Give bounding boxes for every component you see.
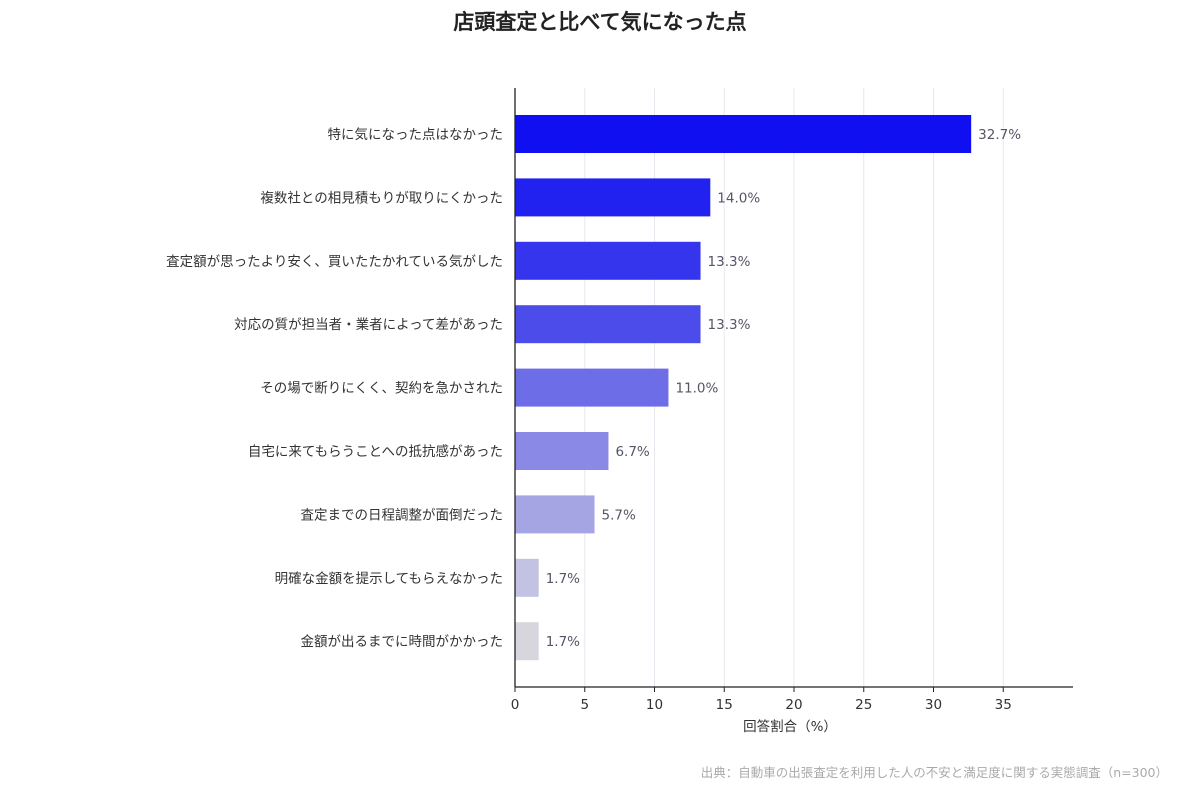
value-label-1: 32.7% <box>978 127 1021 143</box>
value-label-9: 1.7% <box>546 634 580 650</box>
category-label-2: 複数社との相見積もりが取りにくかった <box>260 189 503 206</box>
value-label-7: 5.7% <box>602 507 636 523</box>
x-tick-label-30: 30 <box>925 697 942 713</box>
x-tick-label-15: 15 <box>716 697 733 713</box>
bars <box>515 115 972 661</box>
value-label-3: 13.3% <box>708 254 751 270</box>
x-tick-label-20: 20 <box>785 697 802 713</box>
bar-9 <box>515 622 539 661</box>
bar-5 <box>515 368 669 407</box>
source-note: 出典：自動車の出張査定を利用した人の不安と満足度に関する実態調査（n=300） <box>701 765 1168 780</box>
bar-7 <box>515 495 595 534</box>
category-label-6: 自宅に来てもらうことへの抵抗感があった <box>248 443 503 460</box>
category-label-3: 査定額が思ったより安く、買いたたかれている気がした <box>166 254 503 270</box>
category-label-5: その場で断りにくく、契約を急かされた <box>260 381 503 397</box>
category-label-8: 明確な金額を提示してもらえなかった <box>275 571 503 587</box>
value-label-8: 1.7% <box>546 571 580 587</box>
bar-1 <box>515 115 972 153</box>
chart-title: 店頭査定と比べて気になった点 <box>453 10 746 34</box>
x-axis-title: 回答割合（%） <box>743 718 837 735</box>
x-tick-label-10: 10 <box>646 697 663 713</box>
x-tick-label-0: 0 <box>511 697 520 713</box>
labels: 特に気になった点はなかった 32.7% 複数社との相見積もりが取りにくかった 14.0… <box>166 127 1021 713</box>
axes <box>514 88 1073 692</box>
x-tick-label-5: 5 <box>580 697 589 713</box>
bar-2 <box>515 178 711 217</box>
bar-4 <box>515 305 701 344</box>
category-label-1: 特に気になった点はなかった <box>328 127 504 143</box>
category-label-9: 金額が出るまでに時間がかかった <box>301 634 504 650</box>
value-label-4: 13.3% <box>708 317 751 333</box>
value-label-6: 6.7% <box>615 444 649 460</box>
value-label-2: 14.0% <box>717 190 760 206</box>
category-label-7: 査定までの日程調整が面倒だった <box>301 507 504 523</box>
x-tick-label-25: 25 <box>855 697 872 713</box>
bar-6 <box>515 432 609 470</box>
category-label-4: 対応の質が担当者・業者によって差があった <box>234 317 503 333</box>
value-label-5: 11.0% <box>675 381 718 397</box>
x-tick-label-35: 35 <box>995 697 1012 713</box>
bar-8 <box>515 558 539 597</box>
bar-3 <box>515 241 701 280</box>
